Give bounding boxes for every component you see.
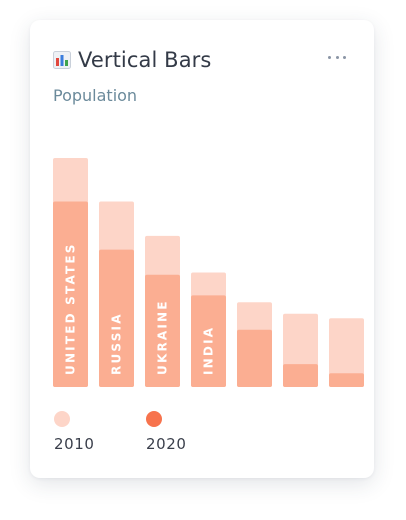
- bar-2020-0: [53, 201, 88, 387]
- legend-dot-2010: [54, 411, 70, 427]
- bar-2020-1: [99, 249, 134, 387]
- population-bar-chart: UNITED STATES RUSSIA UKRAINE INDIA: [53, 158, 364, 387]
- bar-label-0: UNITED STATES: [64, 242, 78, 375]
- more-options-button[interactable]: [328, 50, 346, 64]
- bar-chart-icon: [53, 51, 71, 69]
- bar-label-2: UKRAINE: [156, 299, 170, 375]
- bar-2020-4: [237, 329, 272, 387]
- card-subtitle: Population: [53, 86, 138, 105]
- bar-2010-6: [329, 318, 364, 387]
- bar-label-1: RUSSIA: [110, 312, 124, 375]
- bar-2020-5: [283, 364, 318, 387]
- bar-2020-6: [329, 373, 364, 387]
- legend-dot-2020: [146, 411, 162, 427]
- bar-label-3: INDIA: [202, 326, 216, 375]
- bar-2020-2: [145, 274, 180, 387]
- legend-label-2010: 2010: [54, 435, 95, 453]
- more-horizontal-icon: [328, 55, 331, 59]
- card-header: Vertical Bars: [53, 48, 211, 72]
- chart-card: Vertical Bars Population UNITED STATES RU…: [30, 20, 374, 478]
- legend-label-2020: 2020: [146, 435, 187, 453]
- bar-2020-3: [191, 295, 226, 387]
- card-title: Vertical Bars: [78, 48, 212, 72]
